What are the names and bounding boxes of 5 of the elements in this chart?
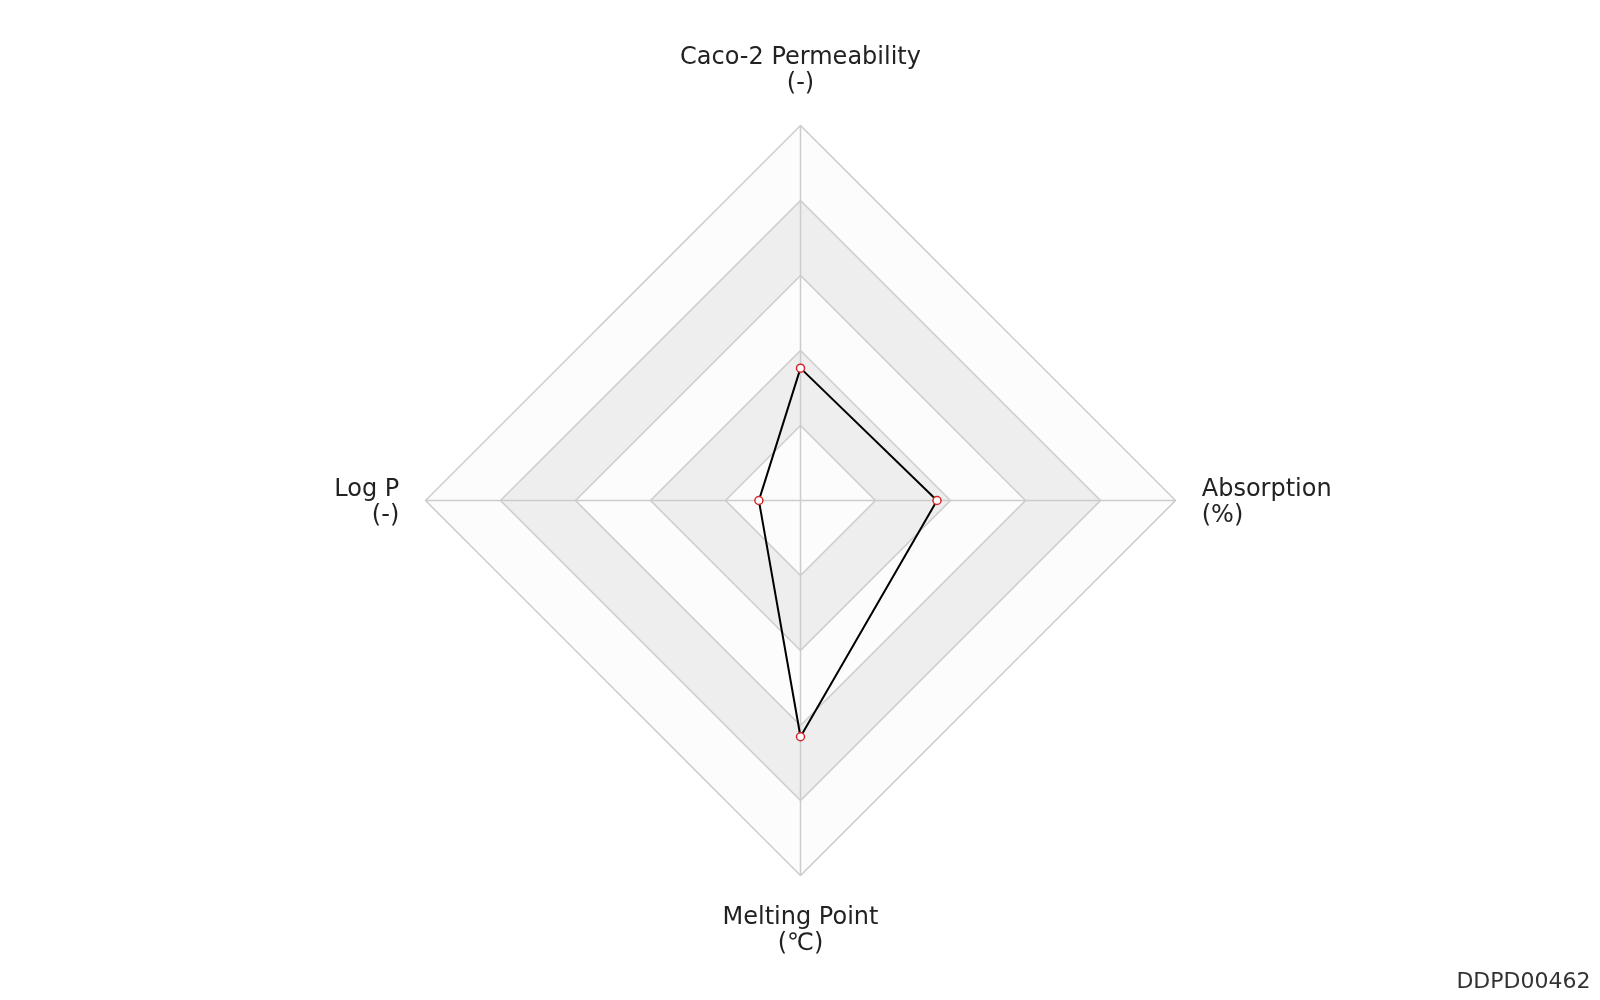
spoke-label: Log P (-) — [334, 473, 400, 528]
spoke-label: Absorption (%) — [1201, 473, 1332, 528]
spoke-label: Caco-2 Permeability (-) — [680, 41, 921, 96]
spoke-label: Melting Point (℃) — [722, 901, 879, 956]
text: DDPD00462 — [1456, 967, 1591, 993]
